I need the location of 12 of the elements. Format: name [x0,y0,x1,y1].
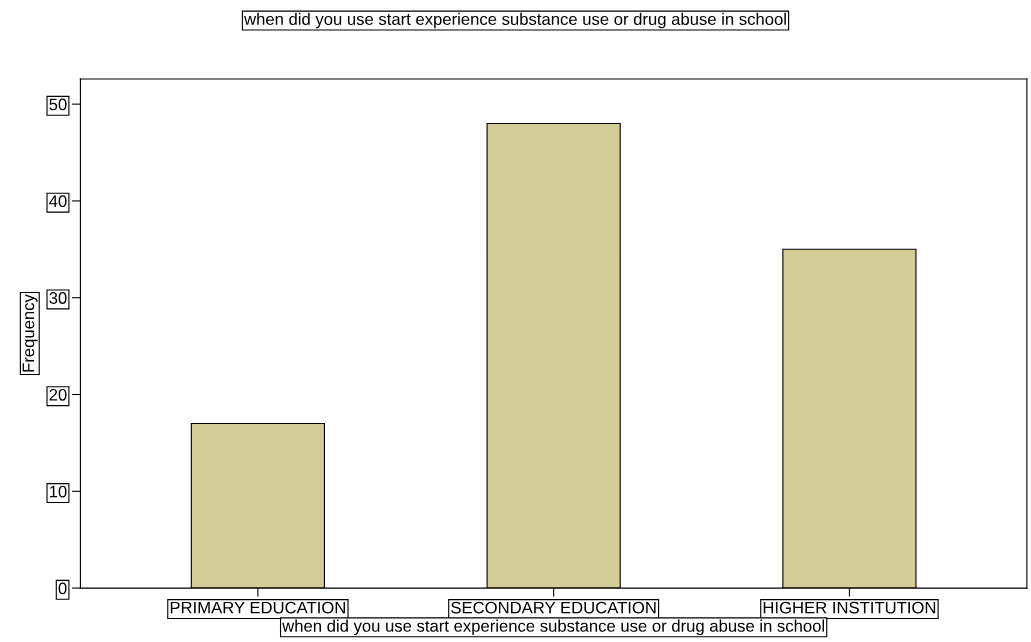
x-tick-label: PRIMARY EDUCATION [170,601,345,614]
x-axis-title: when did you use start experience substance use or drug abuse in school [282,619,825,636]
x-tick-label: HIGHER INSTITUTION [763,601,936,614]
chart-title: when did you use start experience substance use or drug abuse in school [244,12,786,29]
y-axis-title: Frequency [22,294,38,372]
y-tick-label: 10 [49,485,67,498]
x-tick-label: SECONDARY EDUCATION [451,601,656,614]
y-tick-label: 0 [58,582,67,595]
y-tick-label: 30 [49,292,67,304]
y-tick-label: 50 [49,98,67,111]
y-tick-label: 20 [49,388,67,401]
y-tick-label: 40 [49,195,67,208]
